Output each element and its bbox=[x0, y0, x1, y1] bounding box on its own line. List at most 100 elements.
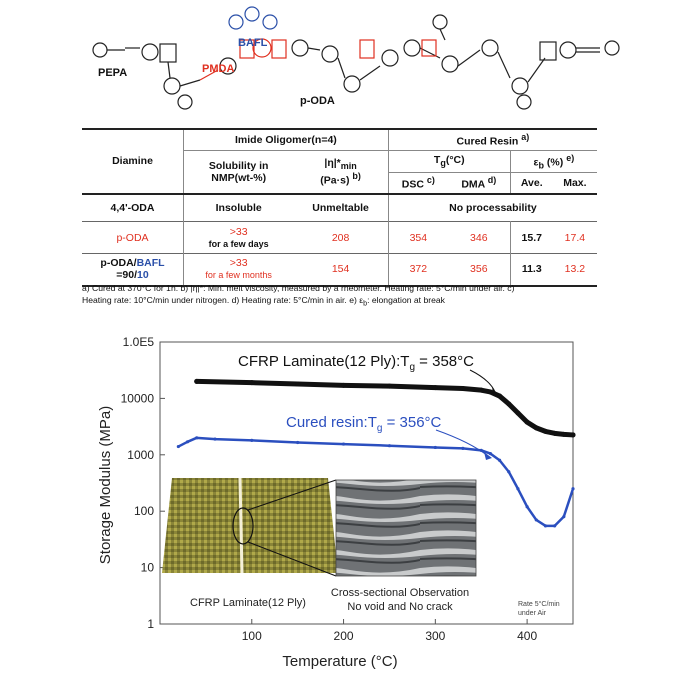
properties-table: Diamine Imide Oligomer(n=4) Cured Resin … bbox=[82, 128, 597, 287]
cfrp-arrowhead bbox=[492, 388, 498, 396]
viscosity-header: |η|*min (Pa·s) b) bbox=[320, 156, 361, 187]
data-point bbox=[433, 445, 437, 450]
x-tick-label: 100 bbox=[242, 629, 262, 643]
solubility-cell: >33 for a few days bbox=[183, 221, 294, 254]
viscosity-cell: 208 bbox=[331, 231, 350, 244]
data-point bbox=[213, 437, 217, 441]
data-point bbox=[506, 401, 512, 407]
polymer-backbone bbox=[92, 42, 201, 110]
data-point bbox=[524, 419, 530, 425]
data-point bbox=[487, 389, 493, 395]
x-tick-label: 200 bbox=[334, 629, 354, 643]
y-axis-label: Storage Modulus (MPa) bbox=[97, 406, 114, 564]
x-axis-label: Temperature (°C) bbox=[282, 653, 397, 670]
dma-header: DMA d) bbox=[461, 175, 497, 191]
ave-cell: 11.3 bbox=[509, 253, 553, 286]
diamine-cell: p-ODA/BAFL =90/10 bbox=[100, 257, 165, 282]
data-point bbox=[571, 487, 575, 491]
solubility-cell: Insoluble bbox=[183, 193, 294, 222]
bafl-label: BAFL bbox=[238, 37, 268, 49]
diamine-cell: p-ODA bbox=[116, 231, 149, 244]
y-tick-label: 1000 bbox=[127, 448, 154, 462]
max-cell: 13.2 bbox=[564, 263, 586, 276]
pmda-label: PMDA bbox=[202, 63, 234, 75]
p-oda-label: p-ODA bbox=[300, 95, 335, 107]
y-tick-label: 100 bbox=[134, 504, 154, 518]
ave-header: Ave. bbox=[509, 172, 553, 194]
data-point bbox=[386, 383, 392, 389]
photo-caption: CFRP Laminate(12 Ply) bbox=[190, 597, 306, 609]
data-point bbox=[543, 524, 548, 528]
dma-cell: 346 bbox=[470, 231, 488, 244]
elongation-header: εb (%) e) bbox=[509, 150, 597, 174]
chemical-scheme: PEPA PMDA BAFL p-ODA bbox=[92, 6, 620, 110]
data-point bbox=[507, 470, 511, 474]
max-header: Max. bbox=[563, 176, 587, 189]
data-point bbox=[185, 440, 190, 444]
table-row: p-ODA >33 for a few days 208 354 346 15.7… bbox=[82, 221, 597, 254]
data-point bbox=[525, 505, 529, 509]
data-point bbox=[516, 487, 520, 491]
pepa-label: PEPA bbox=[98, 67, 127, 79]
table-header-row-3: DSC c) DMA d) Ave. Max. bbox=[82, 172, 597, 194]
data-point bbox=[387, 444, 392, 448]
cross-caption-1: Cross-sectional Observation bbox=[331, 587, 469, 599]
properties-table-wrapper: Diamine Imide Oligomer(n=4) Cured Resin … bbox=[82, 128, 597, 287]
y-axis: 1.0E5 10000 1000 100 10 1 bbox=[121, 335, 165, 631]
pmda-unit bbox=[199, 38, 287, 81]
data-point bbox=[488, 452, 492, 456]
resin-arrowhead bbox=[484, 452, 492, 460]
table-footnote: a) Cured at 370°C for 1h. b) |η|*: Min. … bbox=[82, 282, 612, 310]
viscosity-cell: Unmeltable bbox=[312, 201, 369, 214]
data-point bbox=[570, 432, 576, 438]
data-point bbox=[461, 446, 465, 450]
y-tick-label: 1.0E5 bbox=[123, 335, 155, 349]
table-header-row-2: Solubility in NMP(wt-%) |η|*min (Pa·s) b) … bbox=[82, 150, 597, 194]
data-point bbox=[249, 380, 255, 386]
table-row: 4,4'-ODA Insoluble Unmeltable No process… bbox=[82, 193, 597, 222]
table-row: p-ODA/BAFL =90/10 >33 for a few months 154… bbox=[82, 253, 597, 286]
data-point bbox=[534, 518, 538, 522]
data-point bbox=[460, 385, 466, 391]
data-point bbox=[562, 515, 566, 519]
diamine-cell: 4,4'-ODA bbox=[110, 201, 155, 214]
x-axis: 100 200 300 400 bbox=[242, 619, 537, 643]
tg-header: Tg(°C) bbox=[387, 150, 511, 174]
data-point bbox=[341, 382, 347, 388]
cured-cell: No processability bbox=[387, 193, 597, 222]
rate-note-1: Rate 5°C/min bbox=[518, 600, 560, 608]
data-point bbox=[542, 428, 548, 434]
max-cell: 17.4 bbox=[564, 231, 586, 244]
data-point bbox=[533, 425, 539, 431]
data-point bbox=[561, 431, 567, 437]
cured-resin-header: Cured Resin a) bbox=[387, 129, 597, 151]
cfrp-annotation: CFRP Laminate(12 Ply):Tg = 358°C bbox=[238, 353, 474, 373]
data-point bbox=[195, 436, 199, 440]
y-tick-label: 10000 bbox=[121, 391, 155, 405]
storage-modulus-chart: 1.0E5 10000 1000 100 10 1 100 200 300 400 Temper… bbox=[97, 335, 576, 670]
data-point bbox=[341, 442, 346, 446]
imide-header: Imide Oligomer(n=4) bbox=[183, 129, 389, 151]
bafl-unit bbox=[228, 6, 278, 30]
data-point bbox=[296, 440, 300, 445]
data-point bbox=[176, 444, 180, 449]
data-point bbox=[194, 378, 200, 384]
resin-annotation: Cured resin:Tg = 356°C bbox=[286, 414, 442, 434]
data-point bbox=[553, 524, 557, 528]
data-point bbox=[250, 438, 254, 443]
cross-caption-2: No void and No crack bbox=[347, 601, 453, 613]
y-tick-label: 10 bbox=[141, 561, 155, 575]
data-point bbox=[478, 387, 484, 393]
data-point bbox=[515, 410, 521, 416]
rate-note-2: under Air bbox=[518, 610, 547, 617]
dma-cell: 356 bbox=[470, 263, 488, 276]
cross-section-photo bbox=[335, 479, 477, 577]
y-tick-label: 1 bbox=[147, 617, 154, 631]
table-header-row-1: Diamine Imide Oligomer(n=4) Cured Resin … bbox=[82, 129, 597, 167]
zoom-line-bottom bbox=[247, 541, 337, 577]
data-point bbox=[497, 458, 502, 462]
ave-cell: 15.7 bbox=[509, 221, 553, 254]
dsc-cell: 372 bbox=[387, 253, 448, 286]
data-point bbox=[295, 381, 301, 387]
x-tick-label: 400 bbox=[517, 629, 537, 643]
